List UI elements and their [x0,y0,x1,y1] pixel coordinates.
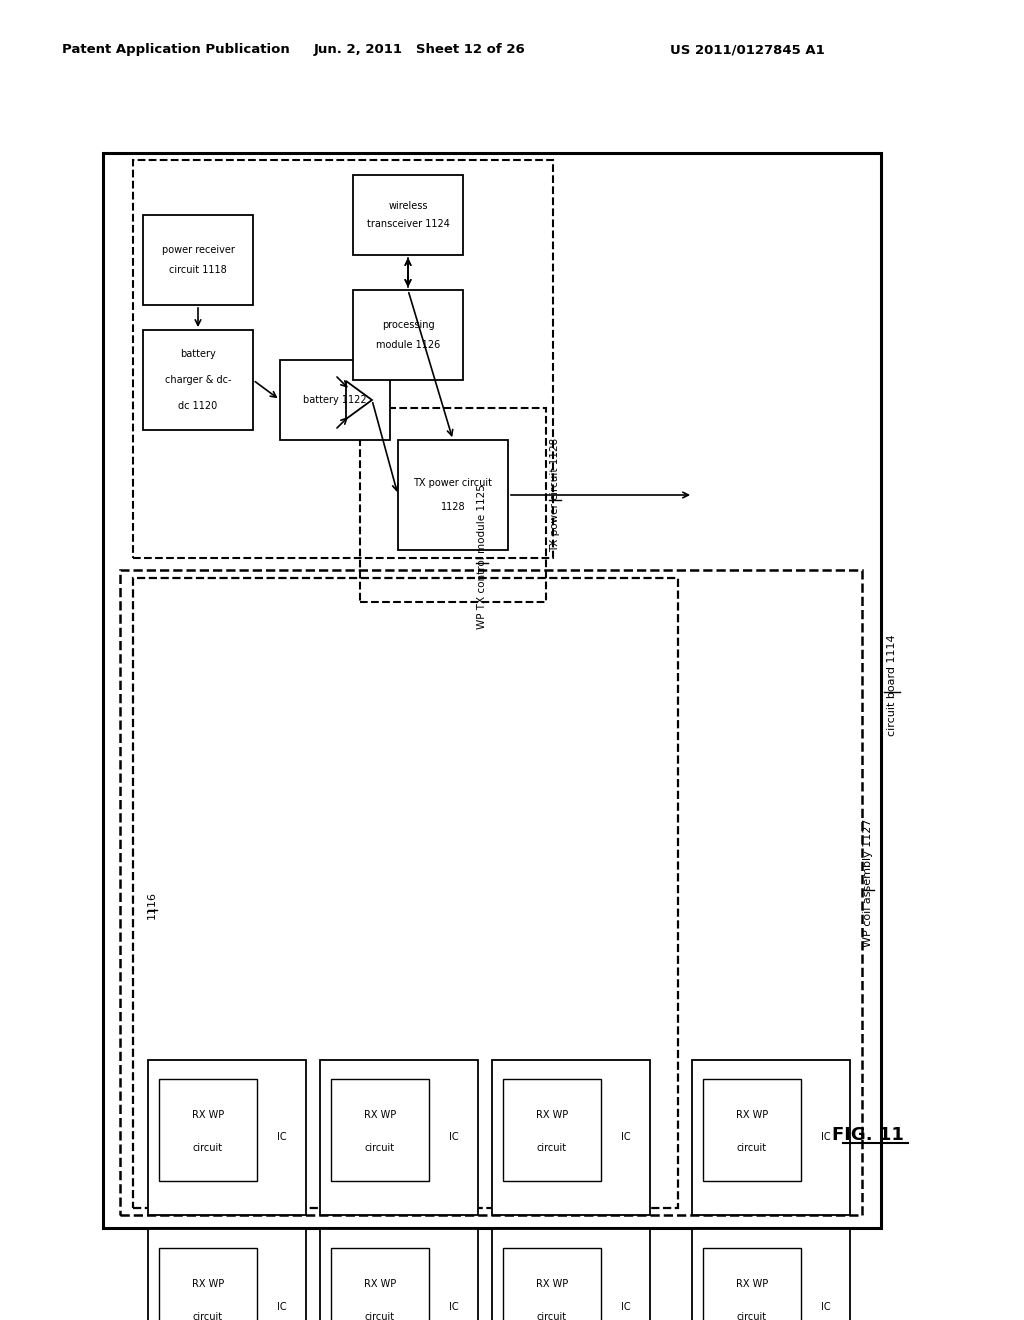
Text: IC: IC [622,1133,631,1143]
Text: RX WP: RX WP [191,1110,224,1121]
Text: dc 1120: dc 1120 [178,401,218,411]
Bar [492,1060,650,1214]
Text: circuit: circuit [537,1312,567,1320]
Text: IC: IC [450,1133,459,1143]
Text: charger & dc-: charger & dc- [165,375,231,385]
Text: RX WP: RX WP [364,1110,396,1121]
Text: 1116: 1116 [147,891,157,919]
Text: Jun. 2, 2011   Sheet 12 of 26: Jun. 2, 2011 Sheet 12 of 26 [314,44,526,57]
Bar [331,1078,429,1181]
Text: RX WP: RX WP [536,1279,568,1290]
Bar [148,1060,306,1214]
Text: IC: IC [821,1302,831,1312]
Text: processing: processing [382,321,434,330]
Text: circuit: circuit [537,1143,567,1154]
Bar [503,1247,601,1320]
Bar [331,1247,429,1320]
Text: 1128: 1128 [440,502,465,512]
Bar [692,1229,850,1320]
Text: battery 1122: battery 1122 [303,395,367,405]
Bar [103,153,881,1228]
Text: transceiver 1124: transceiver 1124 [367,219,450,228]
Bar [133,578,678,1208]
Bar [280,360,390,440]
Text: IC: IC [821,1133,831,1143]
Text: RX WP: RX WP [364,1279,396,1290]
Bar [143,215,253,305]
Text: WP TX control module 1125: WP TX control module 1125 [477,484,487,630]
Bar [148,1229,306,1320]
Text: WP coil assembly 1127: WP coil assembly 1127 [863,818,873,948]
Bar [159,1078,257,1181]
Bar [492,1229,650,1320]
Text: IC: IC [450,1302,459,1312]
Bar [360,408,546,602]
Text: FIG. 11: FIG. 11 [833,1126,904,1144]
Text: circuit: circuit [193,1312,223,1320]
Text: circuit: circuit [193,1143,223,1154]
Text: circuit 1118: circuit 1118 [169,265,227,275]
Bar [353,176,463,255]
Text: wireless: wireless [388,201,428,211]
Text: IC: IC [622,1302,631,1312]
Bar [159,1247,257,1320]
Text: TX power circuit 1128: TX power circuit 1128 [550,438,560,552]
Text: RX WP: RX WP [191,1279,224,1290]
Bar [319,1060,478,1214]
Bar [703,1247,801,1320]
Text: RX WP: RX WP [736,1110,768,1121]
Bar [692,1060,850,1214]
Text: RX WP: RX WP [536,1110,568,1121]
Text: IC: IC [278,1302,287,1312]
Text: circuit board 1114: circuit board 1114 [887,634,897,735]
Bar [143,330,253,430]
Text: TX power circuit: TX power circuit [414,478,493,488]
Bar [398,440,508,550]
Text: circuit: circuit [365,1143,395,1154]
Text: power receiver: power receiver [162,246,234,255]
Text: US 2011/0127845 A1: US 2011/0127845 A1 [670,44,824,57]
Bar [703,1078,801,1181]
Bar [353,290,463,380]
Text: battery: battery [180,348,216,359]
Text: circuit: circuit [737,1312,767,1320]
Bar [120,570,862,1214]
Text: RX WP: RX WP [736,1279,768,1290]
Text: Patent Application Publication: Patent Application Publication [62,44,290,57]
Bar [319,1229,478,1320]
Text: IC: IC [278,1133,287,1143]
Bar [133,160,553,558]
Bar [503,1078,601,1181]
Text: module 1126: module 1126 [376,339,440,350]
Text: circuit: circuit [365,1312,395,1320]
Text: circuit: circuit [737,1143,767,1154]
